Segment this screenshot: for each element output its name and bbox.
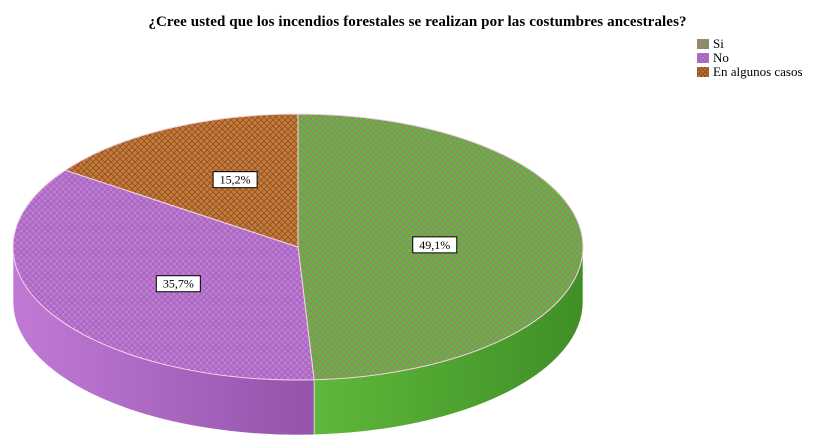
legend-label-en-algunos-casos: En algunos casos bbox=[713, 64, 803, 79]
pie-slice-en-algunos-casos bbox=[64, 113, 299, 248]
pie-top-layer bbox=[12, 113, 584, 381]
data-label-box bbox=[155, 275, 201, 293]
legend-label-no: No bbox=[713, 50, 729, 65]
data-label-en-algunos-casos: 15,2% bbox=[212, 171, 258, 189]
legend-label-si: Si bbox=[713, 36, 724, 51]
data-label-text: 49,1% bbox=[419, 238, 450, 252]
legend-item-si: Si bbox=[697, 37, 803, 51]
legend-swatch-si bbox=[697, 39, 709, 49]
data-label-box bbox=[412, 236, 458, 254]
legend-swatch-en-algunos-casos bbox=[697, 67, 709, 77]
legend: Si No En algunos casos bbox=[697, 37, 803, 79]
data-label-no: 35,7% bbox=[155, 275, 201, 293]
legend-swatch-no bbox=[697, 53, 709, 63]
data-label-box bbox=[212, 171, 258, 189]
data-label-text: 15,2% bbox=[220, 173, 251, 187]
data-label-si: 49,1% bbox=[412, 236, 458, 254]
chart-title: ¿Cree usted que los incendios forestales… bbox=[148, 14, 687, 30]
legend-item-no: No bbox=[697, 51, 803, 65]
legend-item-en-algunos-casos: En algunos casos bbox=[697, 65, 803, 79]
pie-slice-no bbox=[12, 169, 315, 381]
pie-label-layer: 49,1% 35,7% 15,2% bbox=[155, 171, 458, 293]
data-label-text: 35,7% bbox=[163, 277, 194, 291]
